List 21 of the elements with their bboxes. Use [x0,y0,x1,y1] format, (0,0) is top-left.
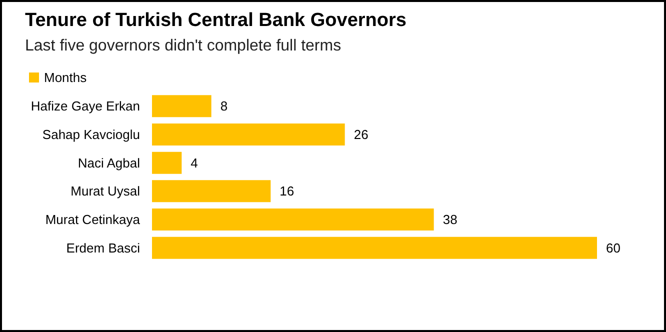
y-tick-label: Erdem Basci [66,240,140,256]
bar [152,208,434,230]
chart-subtitle: Last five governors didn't complete full terms [25,38,342,54]
bar [152,236,597,259]
bar [152,124,345,146]
y-tick-label: Murat Uysal [70,184,140,199]
bar [152,95,212,118]
data-label: 8 [220,98,228,114]
y-tick-label: Sahap Kavcioglu [42,127,140,142]
y-tick-label: Naci Agbal [78,155,140,170]
data-label: 60 [606,240,620,256]
legend-label: Months [44,70,88,85]
chart-title: Tenure of Turkish Central Bank Governors [25,10,406,31]
data-label: 26 [354,127,368,142]
bar [152,180,271,202]
bar [152,152,182,174]
data-label: 16 [280,184,294,199]
y-tick-label: Murat Cetinkaya [45,212,141,227]
y-tick-label: Hafize Gaye Erkan [30,98,140,114]
data-label: 4 [190,155,198,170]
data-label: 38 [442,212,458,227]
